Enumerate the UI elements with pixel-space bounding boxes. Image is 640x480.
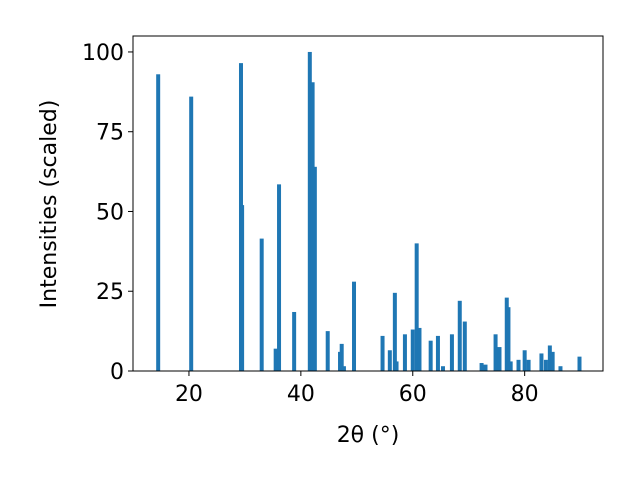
bar bbox=[259, 238, 264, 371]
plot-frame bbox=[132, 35, 604, 372]
bar bbox=[156, 74, 161, 372]
bar bbox=[457, 300, 462, 371]
bar bbox=[449, 334, 454, 371]
bar bbox=[479, 363, 484, 371]
bar bbox=[522, 350, 527, 371]
bar bbox=[497, 347, 502, 371]
bar bbox=[189, 96, 194, 371]
bar bbox=[387, 350, 392, 371]
bar bbox=[341, 366, 346, 371]
bar bbox=[550, 351, 555, 371]
bar bbox=[410, 329, 415, 371]
bar bbox=[394, 361, 399, 371]
y-axis-label: Intensities (scaled) bbox=[37, 100, 62, 309]
y-tick-label: 75 bbox=[96, 121, 124, 146]
x-tick-label: 40 bbox=[287, 382, 315, 407]
bar bbox=[380, 335, 385, 371]
bar bbox=[558, 366, 563, 371]
bar bbox=[539, 353, 544, 371]
bar bbox=[277, 184, 282, 371]
bar bbox=[392, 292, 397, 371]
bar bbox=[325, 331, 330, 371]
bar bbox=[526, 359, 531, 371]
bar bbox=[543, 359, 548, 371]
y-tick-label: 50 bbox=[96, 200, 124, 225]
bar bbox=[417, 327, 422, 371]
bar bbox=[435, 335, 440, 371]
bar bbox=[516, 359, 521, 371]
bar bbox=[273, 348, 278, 371]
x-tick-label: 60 bbox=[399, 382, 427, 407]
bar bbox=[508, 361, 513, 371]
bar bbox=[310, 82, 315, 371]
bar bbox=[352, 281, 357, 371]
bar bbox=[506, 307, 511, 371]
x-axis-label: 2θ (°) bbox=[337, 423, 400, 448]
y-tick-label: 0 bbox=[110, 360, 124, 385]
bar bbox=[402, 334, 407, 371]
bar bbox=[493, 334, 498, 371]
bar bbox=[440, 366, 445, 371]
x-tick-label: 20 bbox=[175, 382, 203, 407]
x-tick-label: 80 bbox=[511, 382, 539, 407]
y-tick-label: 25 bbox=[96, 280, 124, 305]
y-tick-label: 100 bbox=[82, 41, 124, 66]
bar bbox=[462, 321, 467, 371]
bar bbox=[240, 205, 245, 371]
bar bbox=[414, 243, 419, 371]
bar bbox=[547, 345, 552, 371]
bar bbox=[339, 343, 344, 371]
bar bbox=[307, 51, 312, 371]
bar bbox=[428, 340, 433, 371]
bar bbox=[292, 311, 297, 371]
bar bbox=[312, 166, 317, 371]
bar bbox=[577, 356, 582, 371]
bar bbox=[483, 364, 488, 371]
